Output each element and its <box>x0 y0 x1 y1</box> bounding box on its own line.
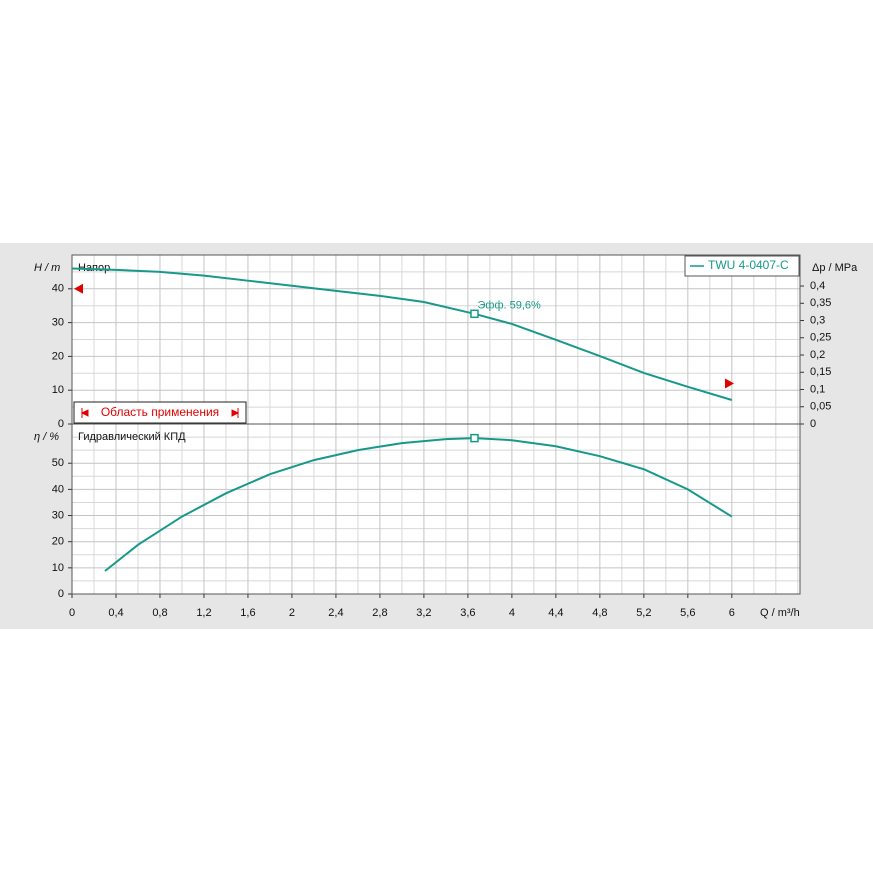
y-tick-label: 0 <box>58 418 64 430</box>
y-tick-label: 10 <box>52 384 64 396</box>
x-tick-label: 0 <box>69 607 75 619</box>
range-marker <box>231 408 240 418</box>
x-tick-label: 6 <box>729 607 735 619</box>
legend-label: TWU 4-0407-C <box>708 258 789 272</box>
curve-label: Напор <box>78 262 110 274</box>
duty-point <box>470 309 479 319</box>
x-tick-label: 0,4 <box>108 607 123 619</box>
x-tick-label: 3,2 <box>416 607 431 619</box>
efficiency-annotation: Эфф. 59,6% <box>477 300 541 312</box>
y-axis-label: H / m <box>34 262 60 274</box>
range-box <box>73 401 247 424</box>
x-tick-label: 3,6 <box>460 607 475 619</box>
y2-tick-label: 0,3 <box>810 314 825 326</box>
y2-tick-label: 0,4 <box>810 280 825 292</box>
duty-point <box>470 433 479 443</box>
curve <box>104 437 733 572</box>
y-tick-label: 10 <box>52 562 64 574</box>
y2-tick-label: 0,15 <box>810 366 831 378</box>
range-label: Область применения <box>101 405 219 419</box>
y-tick-label: 20 <box>52 536 64 548</box>
x-tick-label: 4,8 <box>592 607 607 619</box>
range-limit <box>74 283 83 294</box>
y-axis-label: η / % <box>34 431 59 443</box>
y-tick-label: 40 <box>52 483 64 495</box>
range-marker <box>80 408 89 418</box>
y-tick-label: 30 <box>52 317 64 329</box>
x-tick-label: 2,4 <box>328 607 343 619</box>
x-tick-label: 2 <box>289 607 295 619</box>
x-tick-label: 5,6 <box>680 607 695 619</box>
y2-tick-label: 0,1 <box>810 383 825 395</box>
curve-label: Гидравлический КПД <box>78 431 186 443</box>
y2-tick-label: 0,05 <box>810 401 831 413</box>
y2-tick-label: 0,25 <box>810 332 831 344</box>
curve <box>71 267 733 401</box>
x-tick-label: 0,8 <box>152 607 167 619</box>
x-tick-label: 4 <box>509 607 515 619</box>
legend-box <box>684 255 800 277</box>
y-tick-label: 40 <box>52 283 64 295</box>
range-limit <box>725 378 734 389</box>
y2-axis-label: Δp / MPa <box>812 262 858 274</box>
y-tick-label: 20 <box>52 350 64 362</box>
x-tick-label: 4,4 <box>548 607 563 619</box>
y-tick-label: 50 <box>52 457 64 469</box>
x-tick-label: 1,6 <box>240 607 255 619</box>
y-tick-label: 30 <box>52 509 64 521</box>
x-tick-label: 5,2 <box>636 607 651 619</box>
y-tick-label: 0 <box>58 588 64 600</box>
y2-tick-label: 0,35 <box>810 297 831 309</box>
y2-tick-label: 0 <box>810 418 816 430</box>
x-axis-label: Q / m³/h <box>760 607 800 619</box>
x-tick-label: 2,8 <box>372 607 387 619</box>
x-tick-label: 1,2 <box>196 607 211 619</box>
plot-frame <box>71 423 801 595</box>
y2-tick-label: 0,2 <box>810 349 825 361</box>
